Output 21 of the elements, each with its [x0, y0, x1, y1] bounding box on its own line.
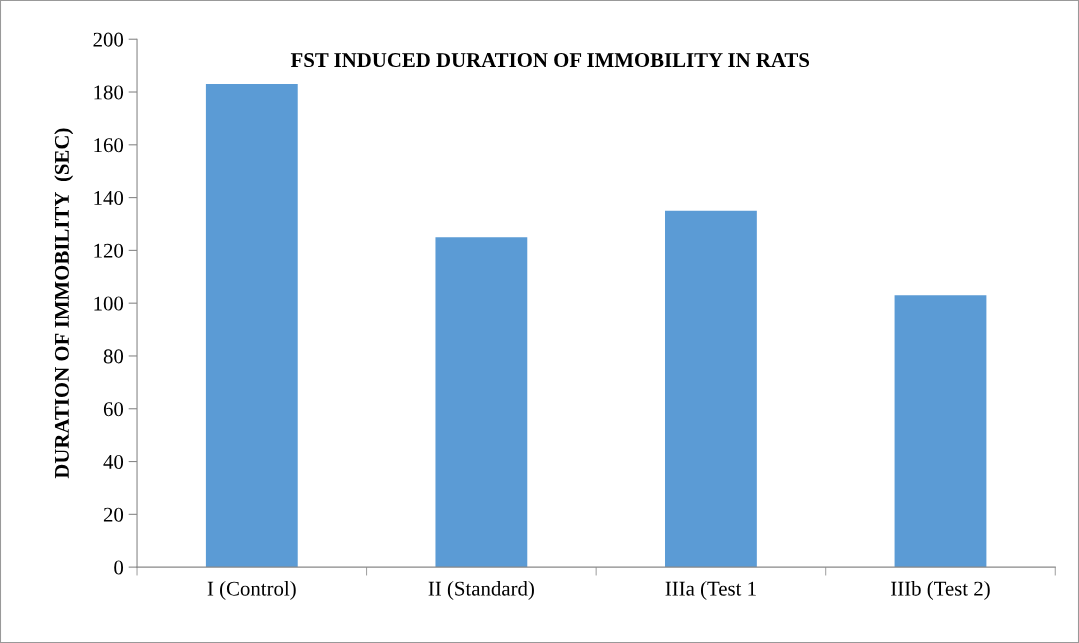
y-tick-label: 160	[94, 138, 124, 153]
x-tick-label: IIIa (Test 1	[665, 581, 756, 600]
y-tick-label: 100	[94, 296, 124, 311]
bar	[894, 295, 987, 568]
bar	[435, 237, 528, 568]
x-tick-label: I (Control)	[207, 581, 296, 600]
x-tick-label: IIIb (Test 2)	[891, 581, 990, 600]
text: FST INDUCED DURATION OF IMMOBILITY IN RATS	[290, 53, 810, 68]
y-tick-label: 140	[94, 190, 124, 206]
y-tick-label: 200	[93, 32, 124, 47]
y-tick-label: 20	[103, 507, 124, 522]
y-tick-label: 0	[114, 560, 124, 575]
y-tick-label: 180	[94, 85, 124, 100]
y-axis-title: DURATION OF IMMOBILITY (SEC)	[54, 128, 74, 479]
y-tick-label: 40	[103, 454, 124, 469]
y-tick-label: 60	[103, 402, 124, 417]
bar	[665, 210, 757, 568]
y-tick-label: 80	[103, 349, 124, 364]
bar	[205, 84, 298, 568]
x-tick-label: II (Standard)	[428, 581, 534, 600]
y-tick-label: 120	[94, 243, 124, 258]
